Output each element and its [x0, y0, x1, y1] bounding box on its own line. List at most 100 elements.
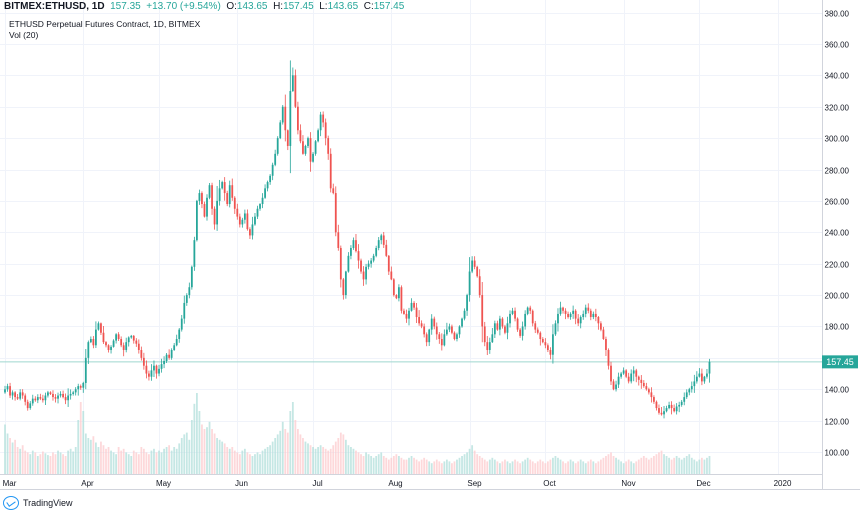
last-price-label: 157.45 [826, 357, 854, 367]
volume-bar [546, 461, 549, 474]
volume-bar [29, 454, 32, 474]
price-axis[interactable]: 100.00120.00140.00160.00180.00200.00220.… [825, 10, 850, 458]
volume-bar [347, 445, 350, 474]
volume-bar [501, 461, 504, 474]
volume-bar [279, 430, 282, 474]
candle [302, 135, 304, 155]
candle [122, 342, 125, 357]
last-value: 157.35 [110, 1, 141, 12]
tradingview-logo[interactable]: TradingView [3, 496, 73, 510]
volume-bar [254, 454, 256, 474]
volume-bar [539, 459, 542, 474]
volume-bar [491, 457, 494, 474]
candle [453, 331, 456, 341]
candle [504, 324, 506, 335]
volume-bar [395, 454, 398, 474]
candles [4, 60, 711, 419]
volume-bar [451, 463, 453, 474]
candle [160, 358, 163, 373]
volume-bar [602, 457, 605, 474]
candle [365, 263, 367, 285]
change-value: +13.70 (+9.54%) [146, 1, 221, 12]
volume-bar [413, 457, 415, 474]
volume-bar [367, 454, 370, 474]
volume-bar [137, 454, 140, 474]
volume-bar [352, 448, 355, 474]
candle [206, 194, 208, 221]
volume-bar [357, 452, 360, 474]
volume-bar [410, 456, 413, 474]
candle [425, 332, 428, 347]
volume-bar [110, 450, 112, 474]
volume-bar [233, 450, 236, 474]
volume-bar [584, 463, 587, 474]
candle [511, 307, 514, 316]
candle [408, 307, 410, 326]
volume-bar [685, 456, 688, 474]
y-tick-label: 320.00 [825, 104, 850, 113]
candle [196, 199, 198, 242]
candle [254, 212, 256, 226]
candle [165, 352, 168, 363]
candle [208, 183, 211, 200]
volume-bar [544, 463, 547, 474]
volume-bar [79, 402, 82, 474]
volume-bar [362, 456, 365, 474]
volume-bar [519, 463, 521, 474]
candle [347, 252, 350, 273]
volume-bar [579, 459, 582, 474]
candle [670, 401, 673, 415]
volume-bar [559, 459, 562, 474]
volume-indicator-label[interactable]: Vol (20) [9, 30, 39, 40]
volume-bar [390, 457, 393, 474]
candle [403, 308, 405, 315]
symbol-name[interactable]: BITMEX:ETHUSD, 1D [4, 1, 105, 12]
volume-bar [668, 457, 670, 474]
candle [476, 265, 479, 278]
candle [150, 364, 153, 381]
candle [589, 308, 592, 321]
volume-bar [625, 461, 628, 474]
candle [678, 401, 681, 413]
candle [440, 333, 443, 351]
volume-bar [582, 461, 585, 474]
candle [112, 339, 115, 348]
candle [673, 404, 676, 413]
volume-bar [82, 411, 85, 474]
volume-bar [221, 441, 224, 474]
volume-bar [271, 441, 274, 474]
candle [703, 375, 706, 384]
candle [332, 183, 335, 195]
y-tick-label: 340.00 [825, 72, 850, 81]
candle [284, 94, 287, 142]
volume-bar [673, 457, 676, 474]
candle [231, 178, 234, 201]
candle [559, 301, 562, 316]
contract-title[interactable]: ETHUSD Perpetual Futures Contract, 1D, B… [9, 19, 201, 29]
candle [501, 317, 504, 329]
candle [140, 346, 143, 361]
candle [198, 189, 201, 205]
volume-bar [168, 445, 171, 474]
candle [524, 310, 527, 330]
candle [647, 387, 650, 395]
time-axis[interactable]: Mar Apr May Jun Jul Aug Sep Oct Nov Dec 2020 [3, 479, 792, 488]
volume-bar [531, 461, 534, 474]
candle [357, 244, 360, 269]
volume-bar [256, 452, 259, 474]
candle [415, 302, 418, 323]
volume-bar [541, 461, 544, 474]
volume-bar [19, 448, 22, 474]
candle [355, 234, 357, 253]
volume-bar [344, 439, 347, 474]
volume-bar [14, 439, 16, 474]
volume-bar [511, 461, 514, 474]
volume-bar [509, 463, 511, 474]
volume-bar [327, 450, 330, 474]
x-tick-label: Sep [467, 479, 482, 488]
volume-bar [52, 452, 54, 474]
volume-bar [605, 456, 607, 474]
volume-bar [16, 447, 19, 474]
y-tick-label: 300.00 [825, 135, 850, 144]
